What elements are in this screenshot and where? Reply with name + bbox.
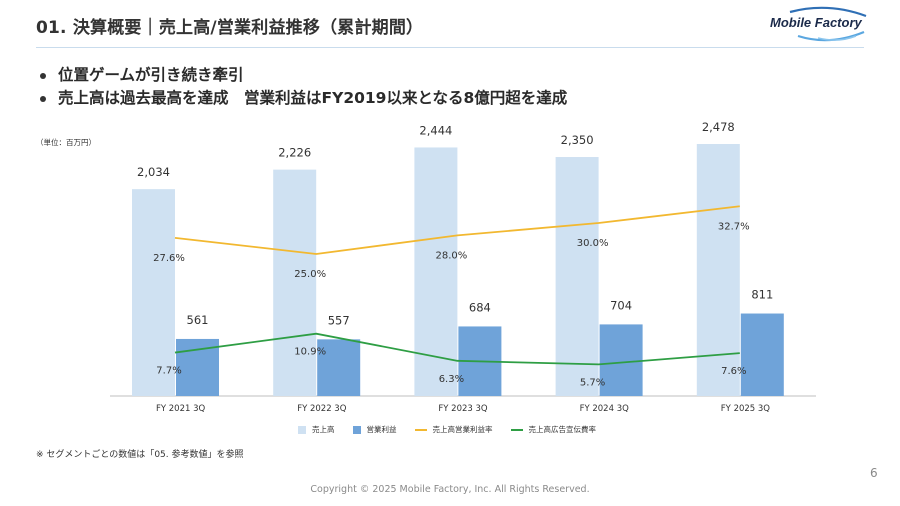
x-tick-label: FY 2021 3Q [156, 404, 206, 414]
margin-data-label: 30.0% [577, 238, 609, 249]
operating-income-bar [740, 313, 784, 396]
footnote: ※ セグメントごとの数値は「05. 参考数値」を参照 [36, 450, 244, 460]
margin-data-label: 27.6% [153, 253, 185, 264]
logo-swoosh-icon [789, 6, 867, 42]
copyright: Copyright © 2025 Mobile Factory, Inc. Al… [310, 484, 590, 495]
sales-bar [555, 157, 599, 396]
legend-swatch-operating-income [352, 425, 361, 434]
operating-income-data-label: 557 [328, 313, 350, 327]
sales-data-label: 2,350 [561, 133, 594, 147]
margin-data-label: 32.7% [718, 221, 750, 232]
bullet-item: 売上高は過去最高を達成 営業利益はFY2019以来となる8億円超を達成 [40, 87, 567, 110]
sales-data-label: 2,444 [419, 123, 452, 137]
ad-ratio-data-label: 5.7% [580, 377, 605, 388]
bullet-dot-icon [40, 72, 46, 79]
operating-income-bar [317, 339, 361, 396]
legend-swatch-sales [298, 425, 306, 434]
ad-ratio-data-label: 7.6% [721, 366, 746, 377]
x-tick-label: FY 2023 3Q [438, 404, 488, 414]
ad-ratio-data-label: 6.3% [439, 374, 464, 385]
legend-item-ad-ratio: 売上高広告宣伝費率 [510, 424, 596, 435]
operating-income-bar [599, 324, 643, 396]
sales-data-label: 2,034 [137, 165, 170, 179]
page-number: 6 [870, 466, 878, 480]
ad-ratio-line [174, 332, 740, 366]
x-tick-label: FY 2022 3Q [297, 404, 347, 414]
margin-data-label: 28.0% [436, 250, 468, 261]
page-title: 01. 決算概要｜売上高/営業利益推移（累計期間） [36, 18, 424, 38]
ad-ratio-data-label: 10.9% [294, 347, 326, 358]
x-tick-label: FY 2024 3Q [580, 404, 630, 414]
chart-legend: 売上高 営業利益 売上高営業利益率 売上高広告宣伝費率 [298, 424, 596, 435]
sales-data-label: 2,226 [278, 146, 311, 160]
sales-bar [273, 169, 317, 396]
x-tick-label: FY 2025 3Q [721, 404, 771, 414]
operating-income-data-label: 811 [751, 288, 773, 302]
company-logo: Mobile Factory [768, 6, 878, 44]
unit-label: （単位：百万円） [36, 138, 96, 147]
operating-income-data-label: 684 [469, 300, 491, 314]
operating-income-data-label: 704 [610, 298, 632, 312]
sales-bar [696, 144, 740, 396]
bullet-item: 位置ゲームが引き続き牽引 [40, 64, 567, 87]
legend-item-operating-income: 営業利益 [352, 424, 397, 435]
ad-ratio-data-label: 7.7% [156, 366, 181, 377]
legend-item-sales: 売上高 [298, 424, 335, 435]
header-divider [36, 47, 864, 48]
summary-bullets: 位置ゲームが引き続き牽引 売上高は過去最高を達成 営業利益はFY2019以来とな… [40, 64, 567, 110]
margin-line [174, 205, 740, 255]
operating-income-data-label: 561 [187, 313, 209, 327]
sales-data-label: 2,478 [702, 120, 735, 134]
legend-swatch-ad-ratio [510, 428, 523, 431]
logo-text: Mobile Factory [770, 15, 862, 30]
bullet-dot-icon [40, 95, 46, 102]
legend-swatch-margin [414, 428, 427, 431]
margin-data-label: 25.0% [294, 269, 326, 280]
sales-bar [132, 189, 175, 396]
legend-item-margin: 売上高営業利益率 [414, 424, 493, 435]
